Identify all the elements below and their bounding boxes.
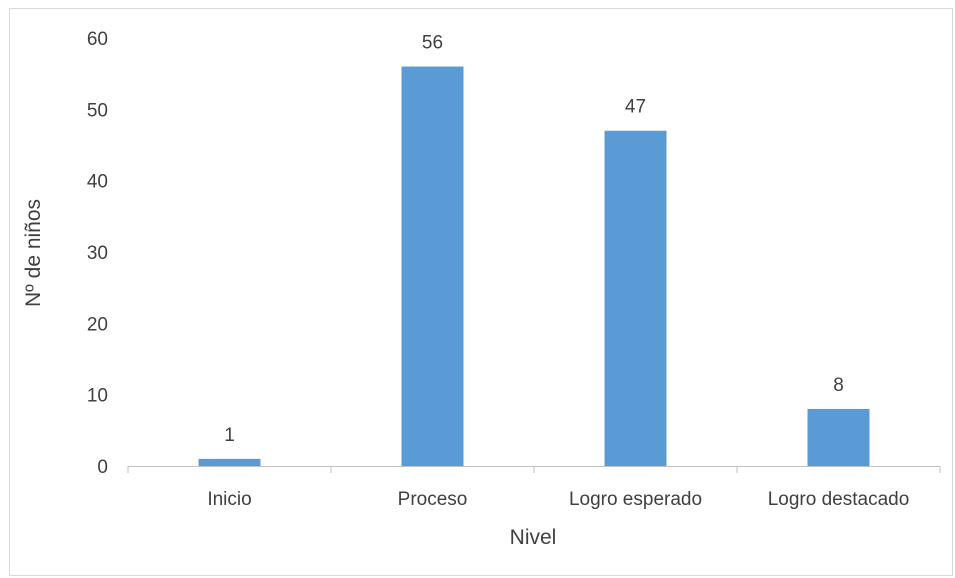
x-axis-title: Nivel (510, 526, 557, 549)
bar (402, 67, 464, 466)
bars (199, 67, 870, 466)
data-label: 1 (224, 425, 235, 446)
bar (808, 409, 870, 466)
data-label: 56 (422, 33, 443, 54)
y-tick-label: 40 (87, 172, 108, 193)
y-axis-title: Nº de niños (22, 199, 45, 307)
data-label: 47 (625, 97, 646, 118)
y-tick-label: 10 (87, 386, 108, 407)
data-labels: 1 56 47 8 (224, 33, 844, 446)
x-axis-ticks (128, 466, 940, 473)
y-axis-tick-labels: 0 10 20 30 40 50 60 (87, 29, 108, 478)
y-tick-label: 50 (87, 100, 108, 121)
x-axis-category-labels: Inicio Proceso Logro esperado Logro destaca… (207, 489, 909, 510)
y-tick-label: 0 (97, 457, 108, 478)
y-tick-label: 30 (87, 243, 108, 264)
data-label: 8 (833, 375, 844, 396)
y-tick-label: 20 (87, 314, 108, 335)
bar (199, 459, 261, 466)
x-category-label: Logro esperado (569, 489, 702, 510)
x-category-label: Logro destacado (768, 489, 910, 510)
y-tick-label: 60 (87, 29, 108, 50)
x-category-label: Inicio (207, 489, 251, 510)
x-category-label: Proceso (398, 489, 468, 510)
bar (605, 131, 667, 466)
